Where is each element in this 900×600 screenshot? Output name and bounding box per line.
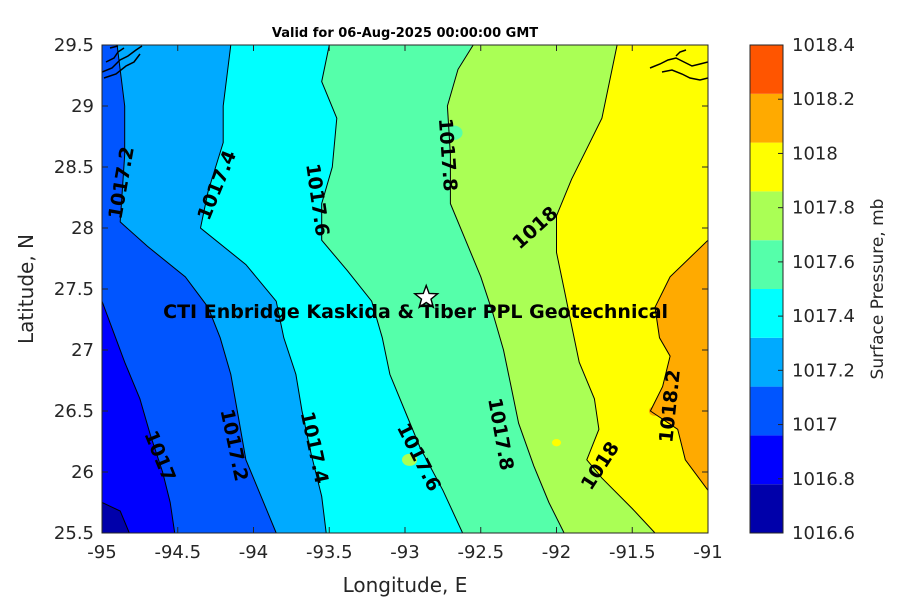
chart-title: Valid for 06-Aug-2025 00:00:00 GMT [272,26,538,41]
y-axis-ticks: 25.5 26 26.5 27 27.5 28 28.5 29 29.5 [54,35,708,544]
contour-line-1017.2 [116,45,277,533]
site-star-marker [412,283,440,309]
coastline-west [102,45,143,79]
contour-label: 1017.8 [434,117,461,192]
colorbar-swatch [750,45,783,94]
contour-line-1018 [556,45,656,533]
colorbar-swatch [750,386,783,436]
y-tick-label: 26.5 [54,401,94,422]
x-tick-label: -91 [693,542,722,563]
contour-lines [102,45,708,533]
contour-line-1017.6 [321,45,464,533]
band-patch [551,439,562,447]
colorbar: 1016.6 1016.8 1017 1017.2 1017.4 1017.6 1017.8… [749,35,855,544]
colorbar-frame [749,44,784,534]
colorbar-swatch [750,93,783,143]
x-axis-ticks: -95 -94.5 -94 -93.5 -93 -92.5 -92 -91.5 -91 [87,45,723,563]
band-patch [401,453,418,466]
contour-line-1018.2 [649,239,708,491]
colorbar-label: Surface Pressure, mb [868,199,888,380]
colorbar-tick-label: 1018.2 [792,89,855,110]
x-tick-label: -91.5 [609,542,656,563]
band-1018.2 [650,240,708,491]
contour-line-1017.4 [199,45,327,533]
colorbar-tick-label: 1016.8 [792,469,855,490]
x-tick-label: -93.5 [306,542,353,563]
y-tick-label: 29.5 [54,35,94,56]
x-tick-label: -92.5 [457,542,504,563]
y-tick-label: 27.5 [54,279,94,300]
y-tick-label: 29 [71,96,94,117]
y-tick-label: 27 [71,340,94,361]
y-tick-label: 26 [71,462,94,483]
colorbar-tick-label: 1017 [792,415,838,436]
x-axis-label: Longitude, E [343,573,468,597]
contour-fills [102,45,708,533]
colorbar-tick-label: 1018.4 [792,35,855,56]
colorbar-swatch [750,240,783,289]
x-tick-label: -94.5 [154,542,201,563]
annotation-layer: CTI Enbridge Kaskida & Tiber PPL Geotech… [163,283,668,323]
y-axis-label: Latitude, N [14,234,38,344]
site-annotation: CTI Enbridge Kaskida & Tiber PPL Geotech… [163,301,668,323]
colorbar-swatch [750,484,783,533]
y-tick-label: 28.5 [54,157,94,178]
colorbar-tick-label: 1017.8 [792,198,855,219]
x-tick-label: -92 [542,542,571,563]
coastline-east [649,49,708,81]
colorbar-tick-label: 1018 [792,143,838,164]
x-tick-label: -93 [390,542,419,563]
colorbar-swatch [750,337,783,387]
colorbar-swatch [750,435,783,485]
colorbar-swatch [750,191,783,241]
y-tick-label: 28 [71,218,94,239]
x-tick-label: -95 [87,542,116,563]
colorbar-swatch [750,142,783,192]
contour-line-1017.8 [446,45,565,533]
colorbar-tick-label: 1017.2 [792,360,855,381]
y-tick-label: 25.5 [54,523,94,544]
colorbar-tick-label: 1017.4 [792,306,855,327]
contour-line-1017 [102,301,176,533]
colorbar-swatch [750,289,783,338]
x-tick-label: -94 [239,542,268,563]
contour-line-1016.8 [102,502,130,533]
colorbar-tick-label: 1017.6 [792,252,855,273]
coastline [102,45,708,81]
colorbar-tick-label: 1016.6 [792,523,855,544]
